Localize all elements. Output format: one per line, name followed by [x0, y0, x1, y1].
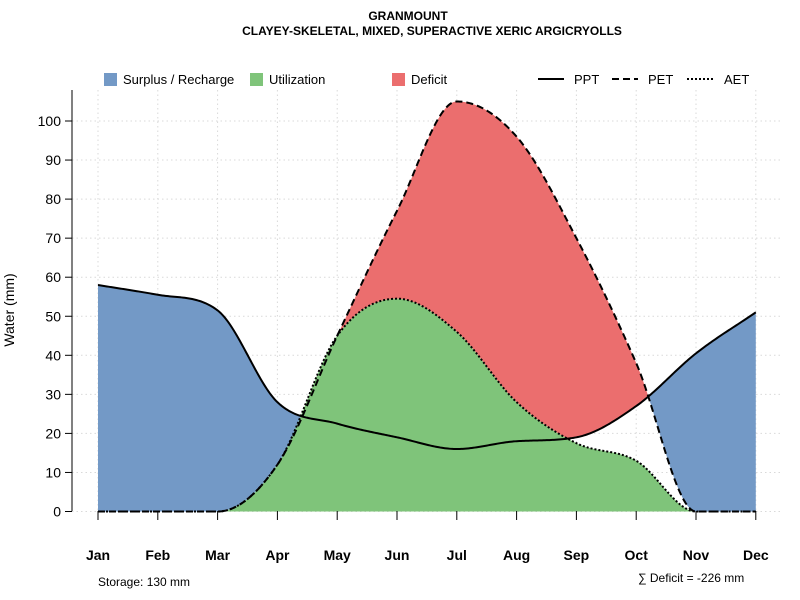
legend-label: AET — [724, 72, 749, 87]
y-tick-label: 30 — [45, 386, 61, 402]
y-tick-label: 80 — [45, 191, 61, 207]
surplus-area — [649, 312, 756, 512]
utilization-area — [219, 298, 695, 512]
storage-note: Storage: 130 mm — [98, 575, 190, 589]
x-tick-label: May — [324, 547, 351, 563]
deficit-note: ∑ Deficit = -226 mm — [638, 571, 744, 585]
y-tick-label: 60 — [45, 269, 61, 285]
y-tick-label: 50 — [45, 308, 61, 324]
x-tick-label: Jan — [86, 547, 110, 563]
y-tick-label: 10 — [45, 464, 61, 480]
x-tick-label: Feb — [145, 547, 170, 563]
x-tick-label: Nov — [683, 547, 710, 563]
legend-label: Deficit — [411, 72, 448, 87]
y-tick-label: 90 — [45, 152, 61, 168]
y-tick-label: 40 — [45, 347, 61, 363]
legend-label: PPT — [574, 72, 599, 87]
legend-label: PET — [648, 72, 673, 87]
x-tick-label: Mar — [205, 547, 230, 563]
pet-line — [98, 100, 756, 513]
series-lines — [97, 100, 757, 513]
y-tick-label: 70 — [45, 230, 61, 246]
y-tick-label: 100 — [38, 113, 62, 129]
x-axis-ticks: Jan Feb Mar Apr May Jun Jul Aug Sep Oct Nov Dec — [86, 511, 769, 563]
x-tick-label: Apr — [265, 547, 290, 563]
x-tick-label: Sep — [564, 547, 590, 563]
x-tick-label: Dec — [743, 547, 769, 563]
x-tick-label: Jun — [385, 547, 410, 563]
x-tick-label: Jul — [447, 547, 467, 563]
chart-subtitle: CLAYEY-SKELETAL, MIXED, SUPERACTIVE XERI… — [242, 24, 622, 38]
y-axis-label: Water (mm) — [1, 273, 17, 346]
y-tick-label: 0 — [53, 504, 61, 520]
y-axis-ticks: 0 10 20 30 40 50 60 70 80 90 100 — [38, 113, 72, 520]
area-fills — [98, 101, 756, 512]
x-tick-label: Aug — [503, 547, 530, 563]
legend-label: Utilization — [269, 72, 325, 87]
x-tick-label: Oct — [625, 547, 649, 563]
aet-line — [98, 297, 756, 513]
legend-swatch — [392, 73, 405, 86]
legend-swatch — [250, 73, 263, 86]
deficit-area — [338, 101, 649, 439]
chart-title: GRANMOUNT — [368, 9, 448, 23]
legend-label: Surplus / Recharge — [123, 72, 234, 87]
legend-swatch — [104, 73, 117, 86]
surplus-area — [98, 285, 302, 512]
y-tick-label: 20 — [45, 425, 61, 441]
ppt-line — [97, 284, 757, 451]
legend: Surplus / Recharge Utilization Deficit PPT P… — [104, 72, 749, 87]
